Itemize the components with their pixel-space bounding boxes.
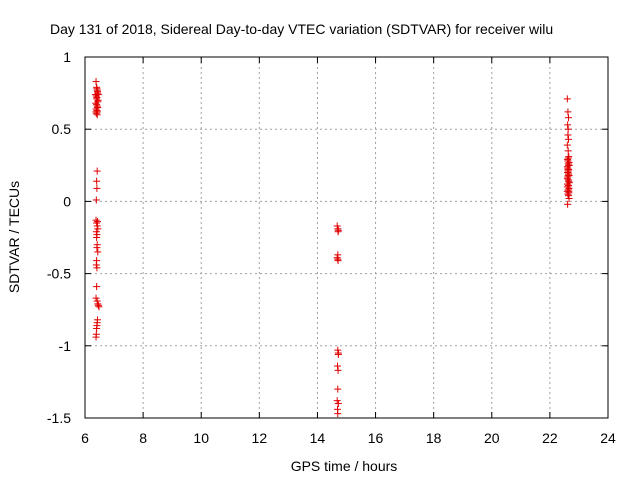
y-tick-label: 1 — [63, 49, 71, 65]
data-point — [564, 200, 572, 208]
x-tick-label: 20 — [484, 430, 500, 446]
data-point — [333, 254, 341, 262]
data-point — [92, 216, 100, 224]
data-point — [565, 161, 573, 169]
x-tick-label: 8 — [139, 430, 147, 446]
data-point — [94, 91, 102, 99]
data-point — [93, 111, 101, 119]
data-point — [563, 95, 571, 103]
data-point — [565, 195, 573, 203]
data-point — [334, 255, 342, 263]
data-point — [92, 333, 100, 341]
data-point — [334, 385, 342, 393]
x-tick-label: 18 — [426, 430, 442, 446]
x-tick-label: 24 — [600, 430, 616, 446]
data-point — [93, 184, 101, 192]
x-axis-label: GPS time / hours — [291, 458, 398, 474]
x-tick-labels: 6 8 10 12 14 16 18 20 22 24 — [81, 430, 616, 446]
data-point — [93, 219, 101, 227]
data-point — [333, 362, 341, 370]
data-point — [92, 108, 100, 116]
data-point — [333, 222, 341, 230]
data-point — [94, 248, 102, 256]
data-point — [564, 108, 572, 116]
data-point — [564, 131, 572, 139]
data-point — [93, 177, 101, 185]
data-point — [93, 244, 101, 252]
data-point — [564, 121, 572, 129]
data-point — [333, 397, 341, 405]
data-point — [94, 300, 102, 308]
data-point — [334, 350, 342, 358]
plot-frame — [84, 56, 609, 419]
data-point — [93, 95, 101, 103]
data-point — [93, 297, 101, 305]
y-tick-label: 0 — [63, 193, 71, 209]
data-point — [334, 400, 342, 408]
data-point — [564, 166, 572, 174]
data-point — [334, 228, 342, 236]
data-point — [93, 104, 101, 112]
x-tick-label: 22 — [542, 430, 558, 446]
data-point — [564, 180, 572, 188]
data-point — [334, 410, 342, 418]
data-point — [334, 366, 342, 374]
ticks-layer — [84, 56, 609, 419]
data-point — [92, 261, 100, 269]
x-tick-label: 14 — [310, 430, 326, 446]
data-point — [93, 234, 101, 241]
data-point — [334, 346, 342, 354]
y-tick-label: -1.5 — [47, 410, 71, 426]
data-point — [564, 154, 572, 162]
data-point — [95, 303, 103, 311]
x-tick-label: 16 — [368, 430, 384, 446]
data-point — [93, 88, 101, 96]
x-tick-label: 12 — [252, 430, 268, 446]
x-tick-label: 10 — [193, 430, 209, 446]
data-point — [92, 294, 100, 302]
y-tick-label: -1 — [59, 338, 72, 354]
y-tick-labels: -1.5 -1 -0.5 0 0.5 1 — [47, 49, 71, 426]
data-point — [564, 190, 572, 198]
data-point — [93, 218, 101, 226]
y-tick-label: 0.5 — [52, 121, 72, 137]
data-point — [92, 78, 100, 86]
chart-title: Day 131 of 2018, Sidereal Day-to-day VTE… — [50, 21, 553, 37]
data-point — [94, 301, 102, 309]
data-point — [564, 147, 572, 155]
x-tick-label: 6 — [81, 430, 89, 446]
data-point — [564, 114, 572, 122]
data-point — [93, 283, 101, 291]
data-point — [92, 196, 100, 204]
data-point — [93, 167, 101, 175]
data-point — [94, 225, 102, 233]
data-point — [93, 264, 101, 272]
y-tick-label: -0.5 — [47, 266, 71, 282]
data-point — [93, 85, 101, 93]
grid-layer — [85, 57, 608, 418]
data-point — [565, 187, 573, 195]
points-layer — [91, 78, 573, 418]
data-point — [563, 141, 571, 149]
data-point — [564, 135, 572, 143]
y-axis-label: SDTVAR / TECUs — [6, 181, 22, 293]
